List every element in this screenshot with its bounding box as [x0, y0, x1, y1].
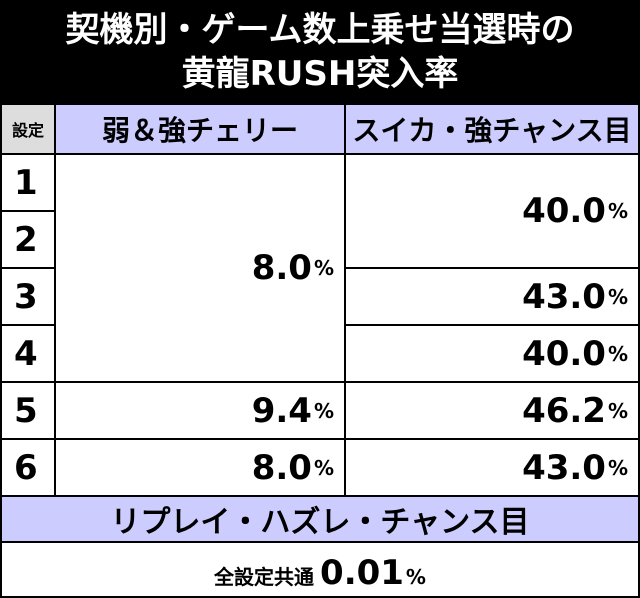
- rate: 43.0: [522, 276, 606, 317]
- rate-cell: 43.0%: [346, 440, 638, 495]
- unit: %: [313, 455, 334, 480]
- rate-cell: 40.0%: [346, 326, 638, 381]
- column-header: 弱＆強チェリー: [56, 105, 344, 153]
- table: 設定 弱＆強チェリー スイカ・強チャンス目 1 2 3 4 5 6 8.0% 9…: [0, 103, 640, 598]
- rate: 8.0: [251, 248, 312, 288]
- setting: 5: [2, 383, 54, 438]
- unit: %: [607, 398, 628, 423]
- title-line: 契機別・ゲーム数上乗せ当選時の: [65, 9, 575, 50]
- rate-cell: 8.0%: [56, 155, 344, 381]
- footer-label: 全設定共通: [214, 565, 315, 589]
- column-header: スイカ・強チャンス目: [346, 105, 638, 153]
- rate: 40.0: [522, 333, 606, 374]
- rate-cell: 40.0%: [346, 155, 638, 267]
- rate-cell: 9.4%: [56, 383, 344, 438]
- rate-cell: 8.0%: [56, 440, 344, 495]
- unit: %: [607, 199, 628, 223]
- setting: 4: [2, 326, 54, 381]
- rate: 9.4: [251, 390, 312, 431]
- unit: %: [607, 341, 628, 366]
- setting: 1: [2, 155, 54, 210]
- rate-cell: 43.0%: [346, 269, 638, 324]
- unit: %: [405, 565, 426, 589]
- rate: 43.0: [522, 447, 606, 488]
- footer-header: リプレイ・ハズレ・チャンス目: [2, 497, 638, 541]
- column-header: 設定: [2, 105, 54, 153]
- setting: 2: [2, 212, 54, 267]
- setting: 3: [2, 269, 54, 324]
- rate: 46.2: [522, 390, 606, 431]
- setting: 6: [2, 440, 54, 495]
- footer-cell: 全設定共通 0.01%: [2, 543, 638, 596]
- rate: 8.0: [251, 447, 312, 488]
- rate-cell: 46.2%: [346, 383, 638, 438]
- unit: %: [607, 284, 628, 309]
- rate: 0.01: [320, 553, 404, 593]
- title-line: 黄龍RUSH突入率: [181, 53, 459, 94]
- title: 契機別・ゲーム数上乗せ当選時の 黄龍RUSH突入率: [0, 0, 640, 103]
- unit: %: [607, 455, 628, 480]
- rate: 40.0: [522, 191, 606, 231]
- unit: %: [313, 256, 334, 280]
- unit: %: [313, 398, 334, 423]
